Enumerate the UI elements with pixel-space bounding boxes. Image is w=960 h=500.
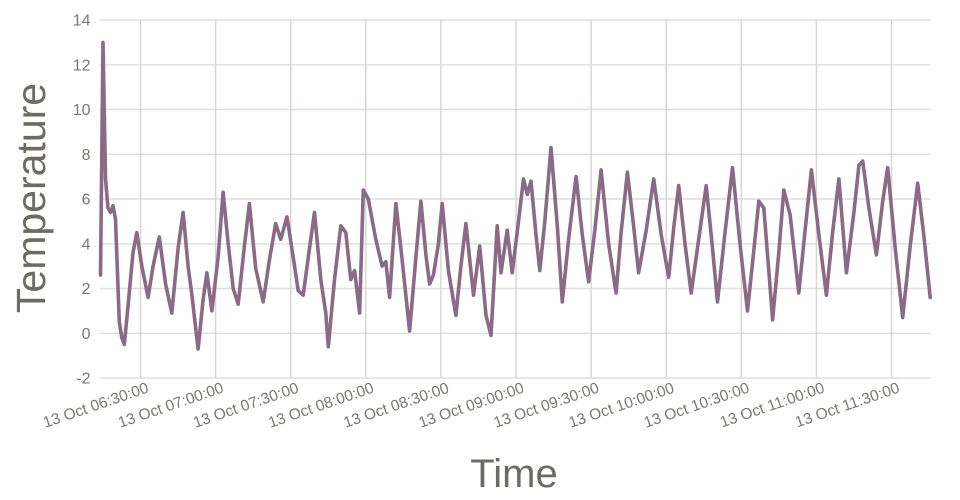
temperature-series-line — [98, 40, 932, 351]
y-tick-label: 0 — [82, 326, 91, 343]
y-tick-label: 10 — [73, 102, 91, 119]
y-tick-label: -2 — [76, 371, 90, 388]
horizontal-gridlines — [99, 19, 931, 379]
y-tick-label: 8 — [82, 147, 91, 164]
y-tick-label: 14 — [73, 13, 91, 30]
series-lines — [98, 40, 932, 351]
y-axis-title: Temperature — [8, 83, 54, 313]
y-tick-label: 2 — [82, 281, 91, 298]
y-tick-label: 6 — [82, 192, 91, 209]
y-axis-tick-labels: -2 0 2 4 6 8 10 12 14 — [73, 13, 91, 388]
x-axis-title: Time — [470, 452, 557, 496]
vertical-gridlines — [139, 20, 893, 378]
y-tick-label: 4 — [82, 236, 91, 253]
y-tick-label: 12 — [73, 57, 91, 74]
